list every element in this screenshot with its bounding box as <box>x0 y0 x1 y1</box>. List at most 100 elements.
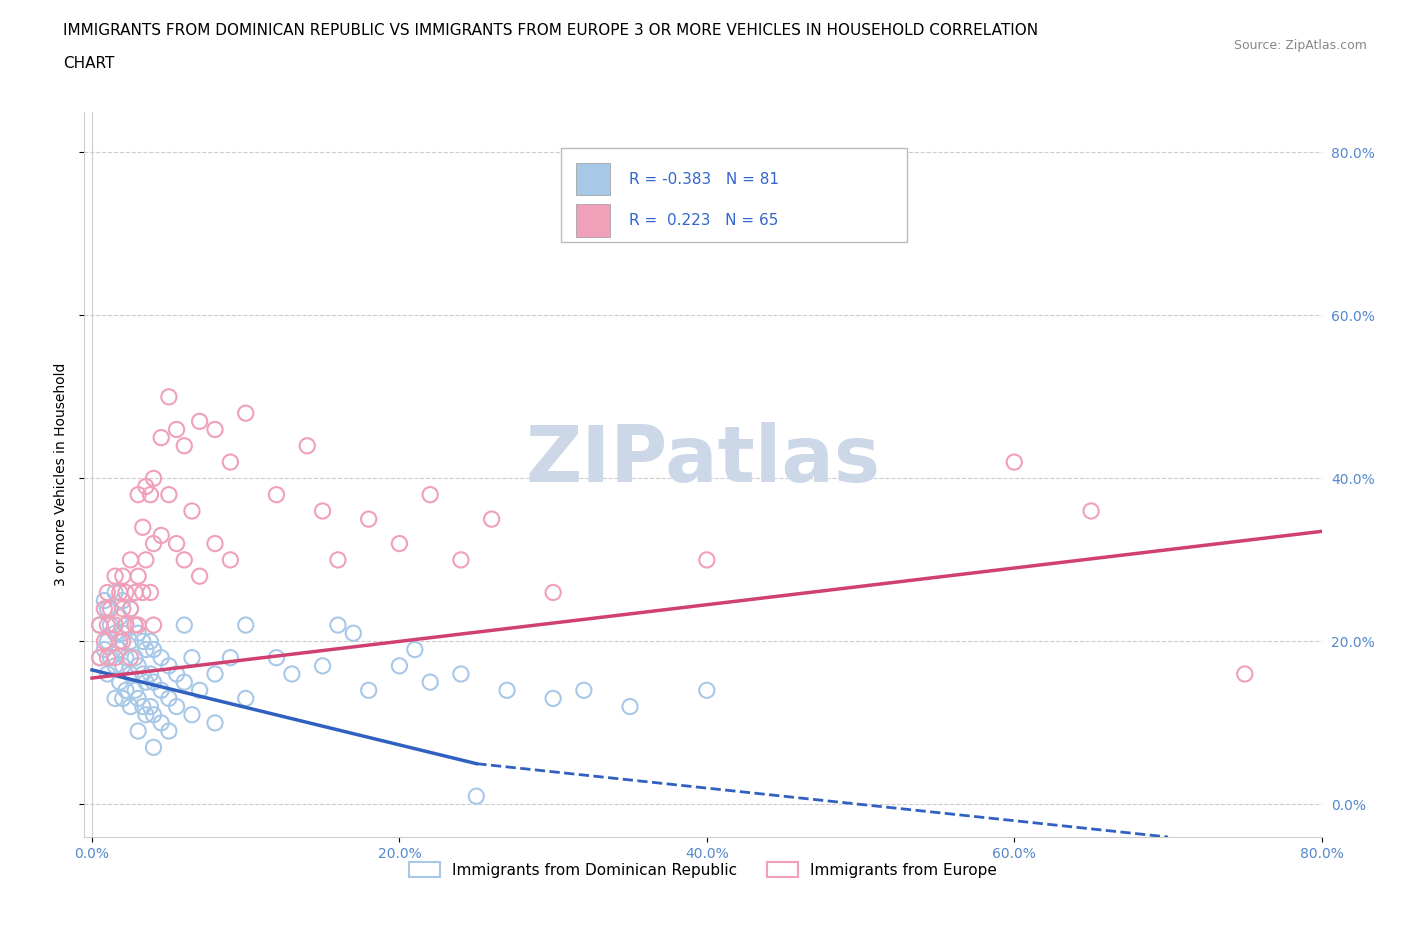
Point <box>166 667 188 682</box>
Point <box>166 536 188 551</box>
Point <box>93 602 115 617</box>
Point <box>135 674 157 689</box>
Point <box>115 585 138 600</box>
Point <box>150 715 173 730</box>
Text: IMMIGRANTS FROM DOMINICAN REPUBLIC VS IMMIGRANTS FROM EUROPE 3 OR MORE VEHICLES : IMMIGRANTS FROM DOMINICAN REPUBLIC VS IM… <box>63 23 1039 38</box>
Point <box>219 650 242 665</box>
Point <box>619 699 641 714</box>
Point <box>173 674 195 689</box>
Point <box>120 552 142 567</box>
Point <box>388 658 411 673</box>
Point <box>132 699 155 714</box>
Point <box>124 683 146 698</box>
Point <box>541 585 564 600</box>
Point <box>142 618 165 632</box>
Point <box>132 520 155 535</box>
Point <box>311 658 333 673</box>
Point <box>465 789 488 804</box>
Point <box>157 724 180 738</box>
Point <box>157 390 180 405</box>
Point <box>142 674 165 689</box>
Point <box>108 642 131 657</box>
Point <box>219 552 242 567</box>
Point <box>142 536 165 551</box>
Point <box>115 683 138 698</box>
Point <box>342 626 364 641</box>
Point <box>104 691 127 706</box>
Point <box>142 642 165 657</box>
Point <box>120 602 142 617</box>
Point <box>326 618 349 632</box>
Point <box>419 487 441 502</box>
Point <box>139 634 162 649</box>
Point <box>188 683 211 698</box>
Point <box>89 618 111 632</box>
Point <box>96 585 118 600</box>
Point <box>139 487 162 502</box>
Point <box>120 634 142 649</box>
Point <box>100 618 122 632</box>
Text: CHART: CHART <box>63 56 115 71</box>
Point <box>311 503 333 518</box>
Point <box>127 487 149 502</box>
Point <box>357 683 380 698</box>
Point <box>696 683 718 698</box>
Point <box>266 487 288 502</box>
Point <box>541 691 564 706</box>
Point <box>204 422 226 437</box>
Point <box>120 602 142 617</box>
Point <box>127 691 149 706</box>
Point <box>150 683 173 698</box>
FancyBboxPatch shape <box>575 163 610 195</box>
Point <box>104 658 127 673</box>
Point <box>120 699 142 714</box>
Point <box>150 528 173 543</box>
Point <box>188 569 211 584</box>
Point <box>204 667 226 682</box>
Point <box>450 552 472 567</box>
Point <box>139 667 162 682</box>
Point <box>139 585 162 600</box>
Point <box>89 618 111 632</box>
Point <box>100 602 122 617</box>
Point <box>157 658 180 673</box>
Point <box>357 512 380 526</box>
Point <box>96 602 118 617</box>
Point <box>204 536 226 551</box>
Point <box>127 658 149 673</box>
Point <box>111 658 134 673</box>
Point <box>108 585 131 600</box>
Point <box>115 618 138 632</box>
Point <box>120 650 142 665</box>
Point <box>150 650 173 665</box>
Point <box>104 626 127 641</box>
Y-axis label: 3 or more Vehicles in Household: 3 or more Vehicles in Household <box>55 363 69 586</box>
Point <box>124 585 146 600</box>
Point <box>89 650 111 665</box>
Point <box>326 552 349 567</box>
Point <box>1002 455 1025 470</box>
Point <box>166 699 188 714</box>
Point <box>388 536 411 551</box>
Point <box>135 708 157 723</box>
Point <box>157 487 180 502</box>
Point <box>104 569 127 584</box>
Point <box>96 634 118 649</box>
Point <box>139 699 162 714</box>
Point <box>496 683 519 698</box>
Point <box>157 691 180 706</box>
Point <box>111 626 134 641</box>
Text: ZIPatlas: ZIPatlas <box>526 422 880 498</box>
Point <box>235 405 257 420</box>
Point <box>142 740 165 755</box>
Point <box>127 626 149 641</box>
Point <box>127 569 149 584</box>
Point <box>108 609 131 624</box>
Point <box>111 634 134 649</box>
Point <box>104 585 127 600</box>
Point <box>404 642 426 657</box>
Point <box>297 438 319 453</box>
Point <box>124 618 146 632</box>
Text: R = -0.383   N = 81: R = -0.383 N = 81 <box>628 171 779 187</box>
Point <box>124 618 146 632</box>
